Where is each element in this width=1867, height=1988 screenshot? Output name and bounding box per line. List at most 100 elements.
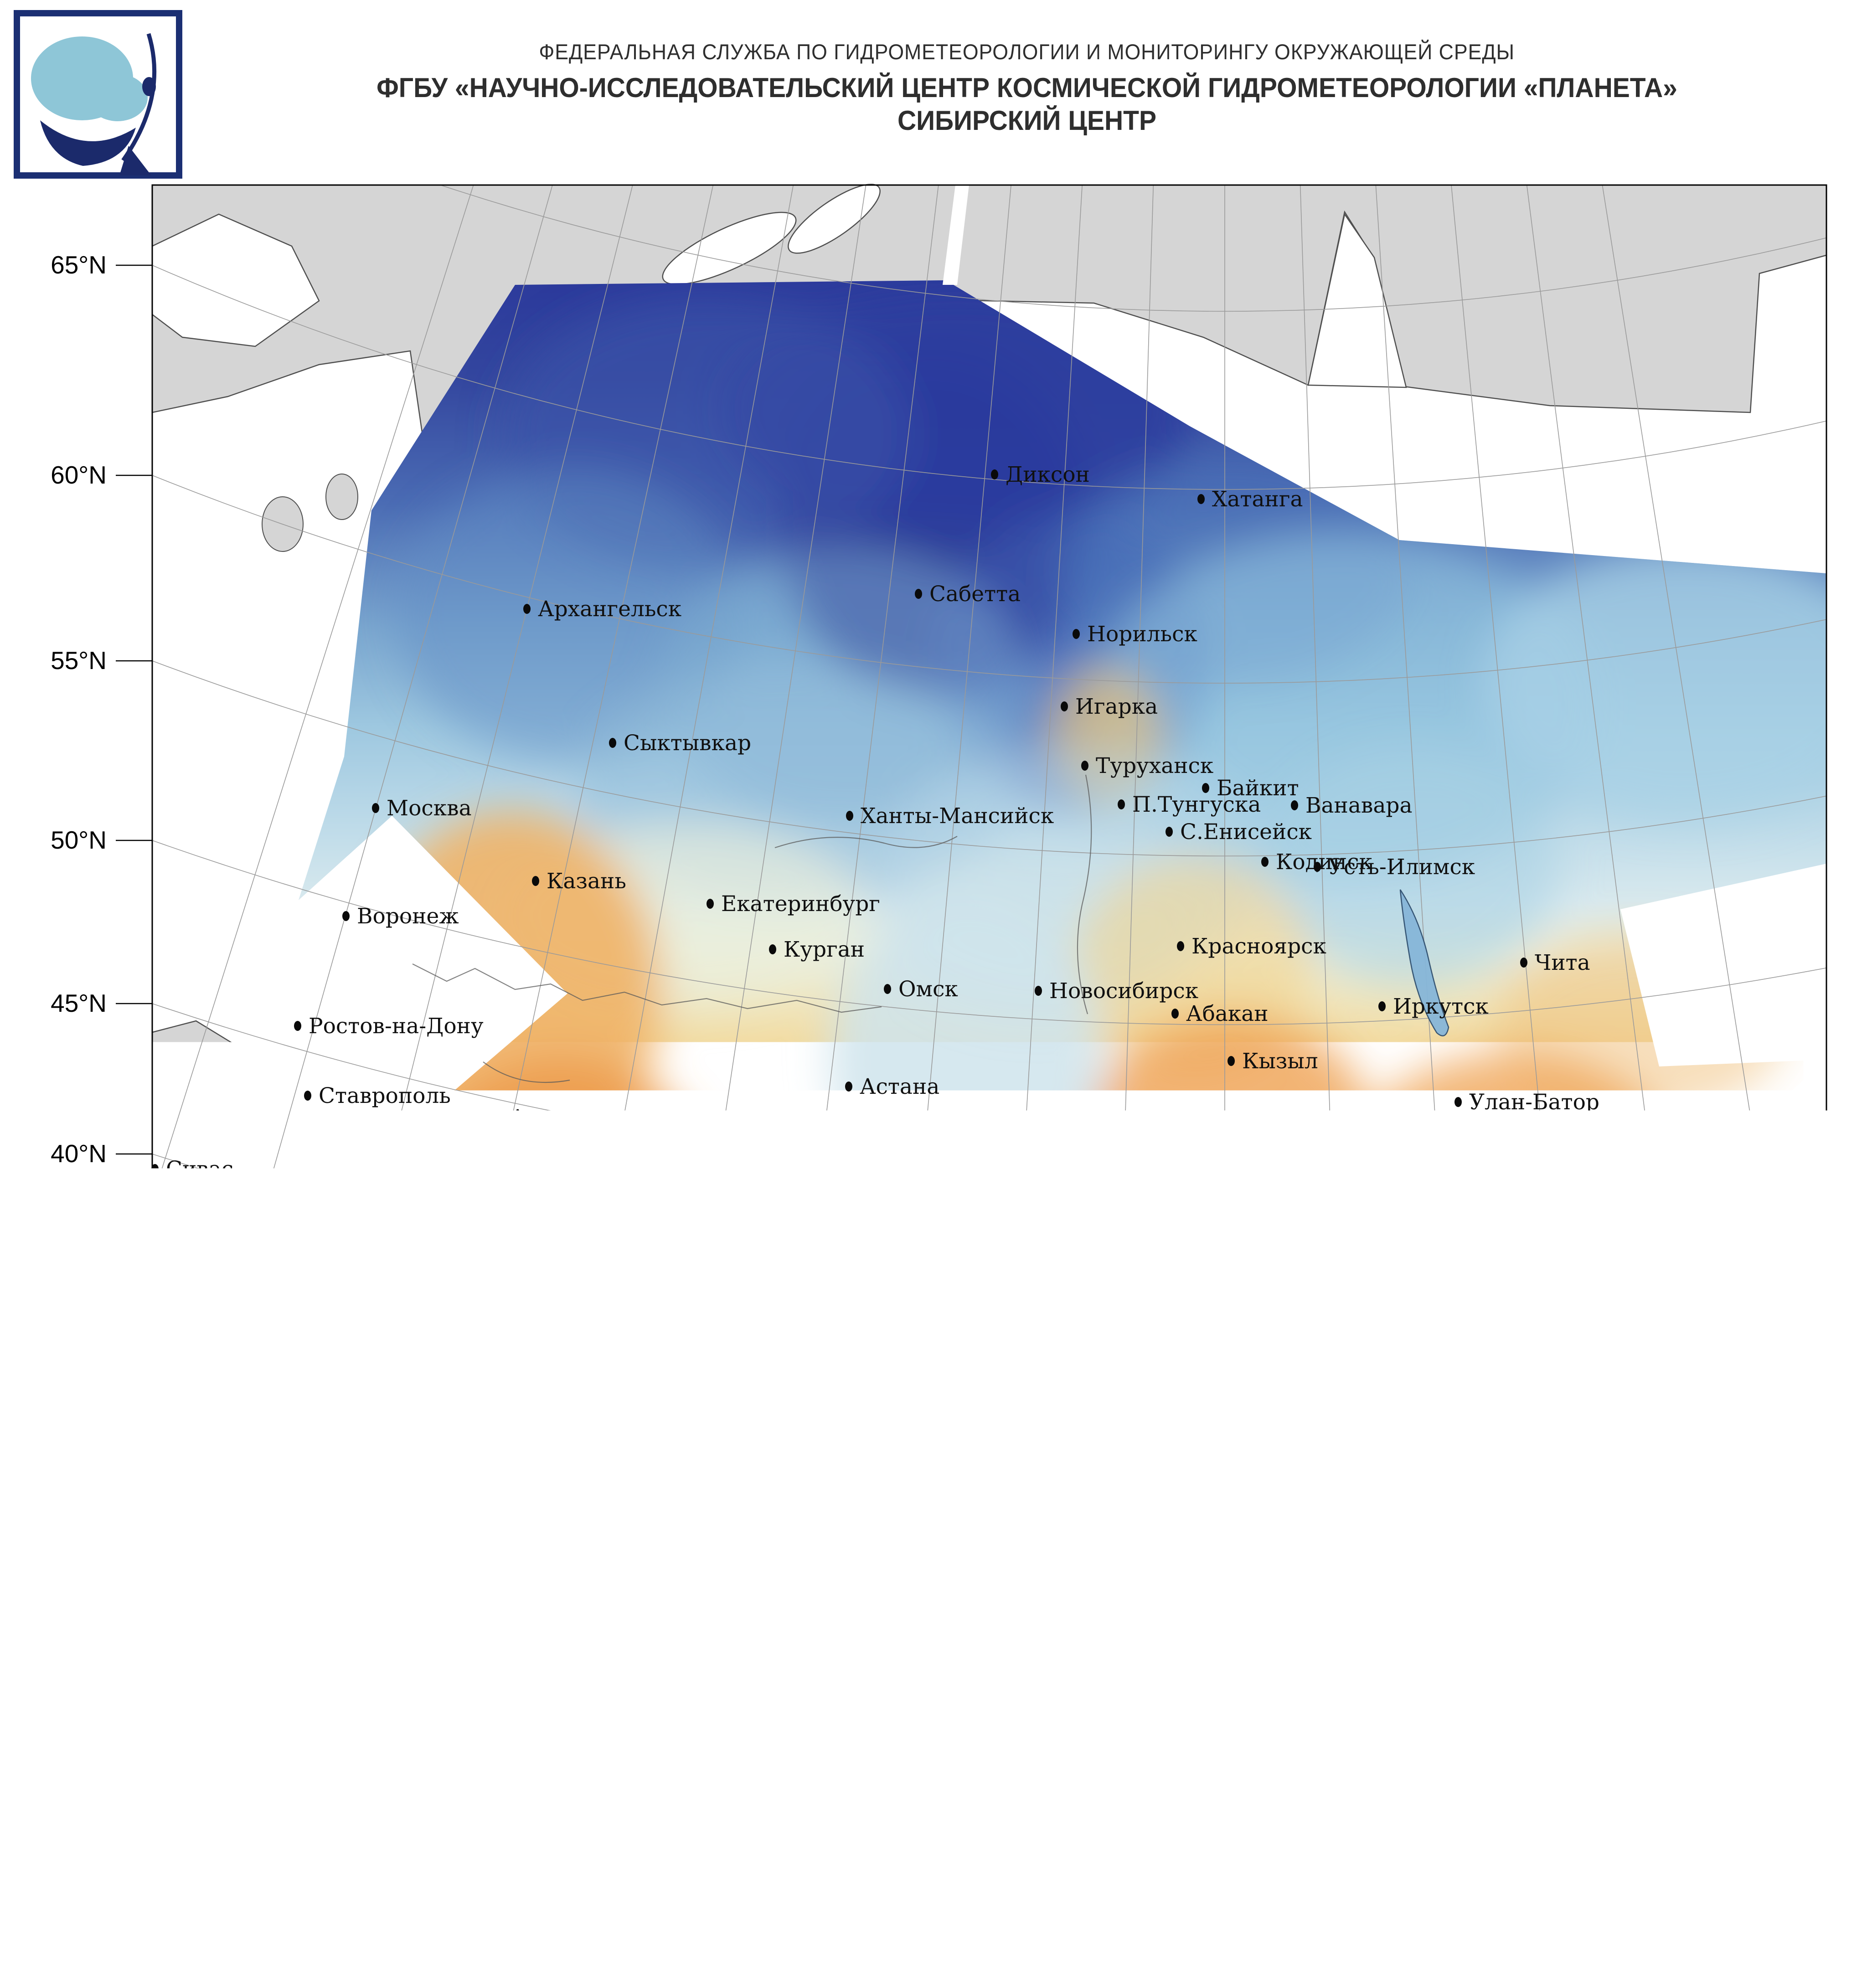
- city-dot: [1291, 800, 1298, 810]
- city-dot: [1144, 1275, 1151, 1285]
- longitude-label: 75°E: [863, 1574, 918, 1602]
- city-label: Ханты-Мансийск: [861, 803, 1054, 829]
- planeta-logo-icon: [14, 10, 182, 179]
- city-label: Игарка: [1075, 694, 1158, 719]
- city-dot: [915, 589, 922, 599]
- city-label: Урумчи: [1159, 1267, 1246, 1293]
- latitude-label: 50°N: [51, 826, 107, 854]
- city-dot: [1724, 1216, 1731, 1226]
- city-dot: [846, 811, 853, 821]
- city-dot: [532, 876, 539, 886]
- city-dot: [761, 1396, 768, 1406]
- city-dot: [1227, 1056, 1235, 1066]
- city-dot: [495, 1112, 502, 1123]
- city-label: Сыктывкар: [624, 731, 751, 756]
- city-label: Екатеринбург: [721, 891, 880, 917]
- city-label: Новосибирск: [1049, 979, 1198, 1004]
- latitude-label: 65°N: [51, 251, 107, 279]
- city-label: Астана: [860, 1074, 939, 1099]
- acquisition-info: Спектральный диапазон: 23.8 - 183.3 ГГц …: [612, 1900, 1331, 1957]
- city-label: Ростов-на-Дону: [309, 1014, 484, 1039]
- satellite-1: NOAA20 / ATMS: [1467, 1850, 1605, 1871]
- map-title: Поле температуры на уровне 1000 гПа, °C: [0, 1657, 1867, 1707]
- city-label: Туруханск: [1096, 753, 1213, 778]
- city-label: Душанбе: [776, 1388, 878, 1413]
- latitude-label: 60°N: [51, 461, 107, 489]
- city-dot: [609, 738, 616, 748]
- city-dot: [1197, 494, 1205, 504]
- city-dot: [151, 1164, 159, 1174]
- contact-line: Тел.: (383) 363-46-05, Факс: (383) 363-4…: [10, 1917, 361, 1936]
- city-label: Архангельск: [538, 597, 681, 622]
- contact-line: Сибирский центр ФГБУ «НИЦ «Планета»: [10, 1878, 361, 1897]
- city-label: Курган: [784, 937, 865, 962]
- city-dot: [372, 803, 379, 813]
- city-dot: [1171, 1009, 1179, 1019]
- contact-block: Сибирский центр ФГБУ «НИЦ «Планета» Росси…: [10, 1878, 361, 1956]
- iso-standard-text: ИСО 9001 -2015: [1801, 1916, 1830, 1953]
- colorbar-value: 2: [814, 1776, 827, 1802]
- header-line-2: ФГБУ «НАУЧНО-ИССЛЕДОВАТЕЛЬСКИЙ ЦЕНТР КОС…: [191, 72, 1862, 103]
- city-dot: [707, 899, 714, 909]
- city-label: Москва: [387, 796, 472, 821]
- colorbar-value: -17: [161, 1776, 194, 1802]
- city-label: Казань: [547, 869, 626, 894]
- city-label: Чимбай: [619, 1250, 706, 1275]
- city-dot: [1061, 701, 1068, 711]
- latitude-label: 45°N: [51, 989, 107, 1017]
- colorbar-value: -5: [596, 1776, 616, 1802]
- city-dot: [845, 1082, 852, 1092]
- city-label: Усть-Илимск: [1328, 855, 1475, 880]
- city-dot: [1261, 857, 1269, 867]
- city-dot: [1035, 986, 1042, 996]
- city-label: Норильск: [1087, 622, 1197, 647]
- city-dot: [294, 1021, 301, 1031]
- city-dot: [891, 1302, 898, 1312]
- acquisition-datetime: 30.04.2025 00:00 GMT: [612, 1929, 1331, 1957]
- colorbar-value: 8: [1028, 1776, 1041, 1802]
- city-label: Воронеж: [357, 904, 459, 929]
- city-dot: [1314, 862, 1321, 872]
- temperature-colorbar: [154, 1751, 1826, 1772]
- city-label: Диксон: [1006, 462, 1090, 487]
- city-dot: [1166, 827, 1173, 837]
- city-label: Кызыл: [1242, 1049, 1318, 1074]
- colorbar-value: 20: [1418, 1776, 1444, 1802]
- city-dot: [1520, 958, 1527, 968]
- city-dot: [769, 944, 776, 954]
- city-label: Ашхабад: [556, 1366, 655, 1391]
- city-label: Сабетта: [929, 582, 1021, 607]
- city-label: Улан-Батор: [1469, 1090, 1599, 1115]
- city-dot: [523, 604, 531, 614]
- city-dot: [541, 1374, 548, 1384]
- city-label: Тегеран: [396, 1369, 488, 1394]
- city-dot: [1454, 1097, 1462, 1107]
- city-dot: [342, 911, 350, 921]
- latitude-label: 55°N: [51, 646, 107, 675]
- longitude-label: 90°E: [1197, 1574, 1252, 1602]
- latitude-label: 40°N: [51, 1139, 107, 1168]
- city-dot: [1202, 783, 1209, 793]
- city-dot: [382, 1376, 389, 1386]
- latitude-label: 35°N: [51, 1300, 107, 1328]
- city-dot: [1081, 761, 1088, 771]
- city-label: Чита: [1535, 950, 1590, 975]
- city-label: Хатанга: [1212, 487, 1303, 512]
- city-label: Омск: [898, 977, 958, 1002]
- city-label: Иркутск: [1393, 994, 1489, 1019]
- colorbar-value: 27: [1634, 1776, 1659, 1802]
- header-line-1: ФЕДЕРАЛЬНАЯ СЛУЖБА ПО ГИДРОМЕТЕОРОЛОГИИ …: [191, 39, 1862, 64]
- iso-9001-badge: ДОБРОСОВЕСТНЫЙ ПОСТАВЩИК ИСО 9001 -2015: [1775, 1892, 1865, 1973]
- city-label: Абакан: [1186, 1001, 1269, 1026]
- city-dot: [991, 469, 998, 479]
- contact-line: E-Mail: kav@rcpod.siberia.net, www.rcpod…: [10, 1936, 361, 1956]
- spectral-range: Спектральный диапазон: 23.8 - 183.3 ГГц: [612, 1900, 1331, 1929]
- satellite-2: Suomi NPP / ATMS: [1467, 1871, 1605, 1891]
- lake: [326, 474, 358, 520]
- agency-logo: [14, 10, 182, 179]
- longitude-label: 105°E: [1545, 1574, 1613, 1602]
- header-line-3: СИБИРСКИЙ ЦЕНТР: [191, 105, 1862, 136]
- city-dot: [1118, 799, 1125, 809]
- city-label: Пекин: [1738, 1209, 1812, 1234]
- satellite-list: NOAA20 / ATMS Suomi NPP / ATMS: [1467, 1850, 1605, 1891]
